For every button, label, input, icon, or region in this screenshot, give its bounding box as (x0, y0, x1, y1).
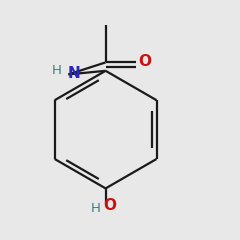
Text: O: O (138, 54, 151, 69)
Text: N: N (68, 66, 81, 81)
Text: O: O (103, 198, 116, 213)
Text: H: H (91, 202, 101, 215)
Text: H: H (52, 64, 62, 77)
